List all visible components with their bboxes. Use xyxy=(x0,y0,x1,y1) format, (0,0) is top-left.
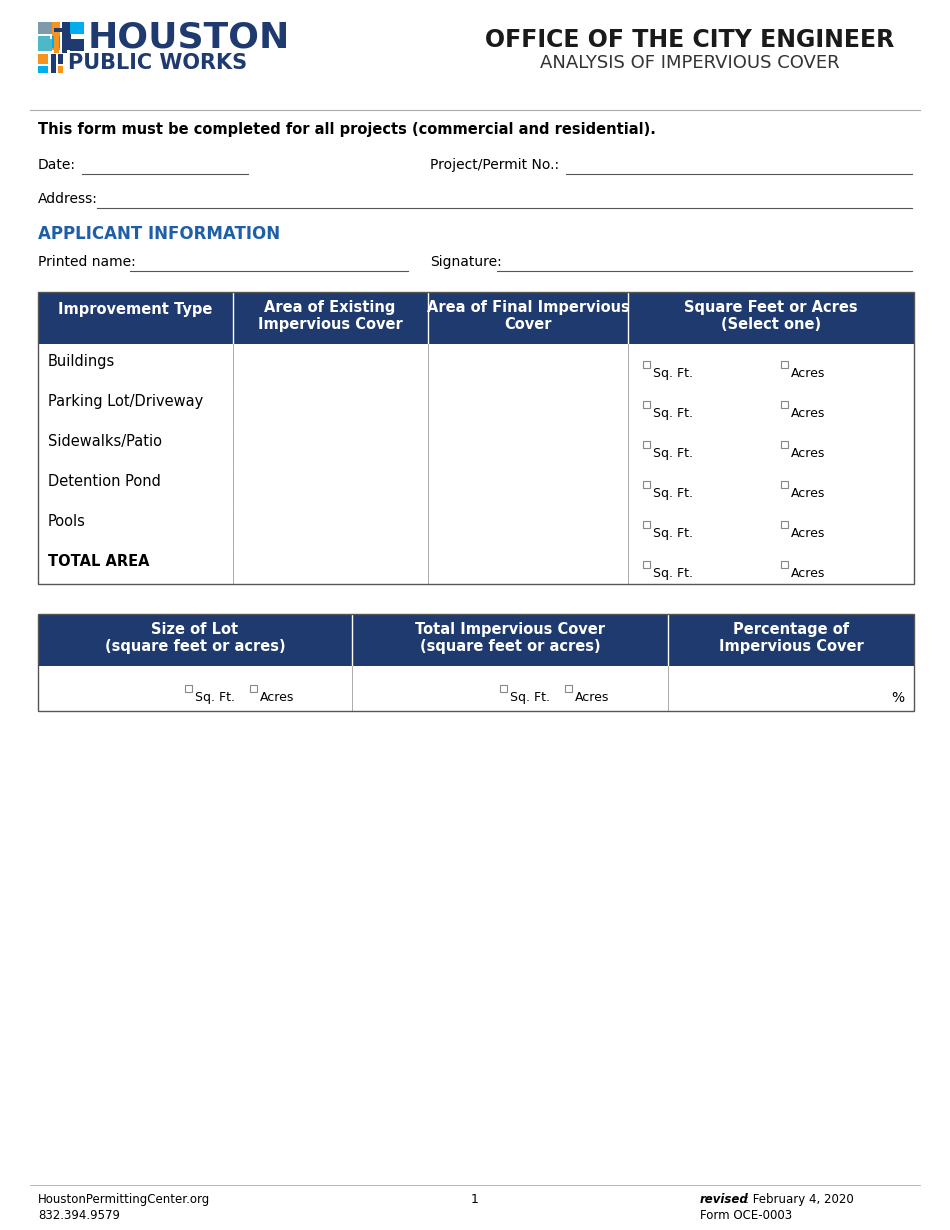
Bar xyxy=(643,401,650,408)
Bar xyxy=(70,22,84,34)
Text: Acres: Acres xyxy=(791,367,826,380)
Text: Area of Existing
Impervious Cover: Area of Existing Impervious Cover xyxy=(257,300,403,332)
Bar xyxy=(781,561,788,568)
Text: 832.394.9579: 832.394.9579 xyxy=(38,1209,120,1221)
Text: Printed name:: Printed name: xyxy=(38,255,136,269)
Bar xyxy=(38,22,52,34)
Text: Acres: Acres xyxy=(791,567,826,581)
Bar xyxy=(38,614,914,665)
Text: Improvement Type: Improvement Type xyxy=(58,303,212,317)
Bar xyxy=(54,28,70,32)
Bar xyxy=(643,442,650,448)
Text: Acres: Acres xyxy=(791,526,826,540)
Text: Acres: Acres xyxy=(791,446,826,460)
Bar xyxy=(185,685,192,692)
Bar xyxy=(52,36,60,48)
Text: Percentage of
Impervious Cover: Percentage of Impervious Cover xyxy=(718,622,864,654)
Bar xyxy=(38,36,50,48)
Text: Sq. Ft.: Sq. Ft. xyxy=(653,526,693,540)
Text: Acres: Acres xyxy=(791,407,826,419)
Text: APPLICANT INFORMATION: APPLICANT INFORMATION xyxy=(38,225,280,244)
Bar xyxy=(38,292,914,344)
Text: %: % xyxy=(891,691,904,705)
Bar xyxy=(781,442,788,448)
Bar xyxy=(643,481,650,488)
Text: Sq. Ft.: Sq. Ft. xyxy=(653,567,693,581)
Text: Total Impervious Cover
(square feet or acres): Total Impervious Cover (square feet or a… xyxy=(415,622,605,654)
Bar xyxy=(250,685,257,692)
Bar xyxy=(500,685,507,692)
Text: HOUSTON: HOUSTON xyxy=(88,20,291,54)
Bar xyxy=(38,54,48,64)
Text: revised: revised xyxy=(700,1193,749,1205)
Text: Address:: Address: xyxy=(38,192,98,205)
Bar xyxy=(781,522,788,528)
Bar xyxy=(38,384,914,424)
Bar xyxy=(781,481,788,488)
Text: Acres: Acres xyxy=(791,487,826,501)
Bar xyxy=(54,22,59,53)
Bar xyxy=(565,685,572,692)
Text: Sq. Ft.: Sq. Ft. xyxy=(195,691,235,704)
Bar xyxy=(62,22,67,53)
Text: Signature:: Signature: xyxy=(430,255,502,269)
Text: Buildings: Buildings xyxy=(48,354,115,369)
Bar xyxy=(38,344,914,384)
Bar xyxy=(38,292,914,584)
Bar xyxy=(58,66,63,73)
Bar xyxy=(70,39,84,50)
Bar xyxy=(51,54,56,73)
Text: Sq. Ft.: Sq. Ft. xyxy=(510,691,550,704)
Bar xyxy=(63,22,71,50)
Text: Size of Lot
(square feet or acres): Size of Lot (square feet or acres) xyxy=(104,622,285,654)
Bar xyxy=(38,504,914,544)
Text: Sq. Ft.: Sq. Ft. xyxy=(653,407,693,419)
Text: Detention Pond: Detention Pond xyxy=(48,474,161,490)
Bar xyxy=(38,39,52,50)
Text: ANALYSIS OF IMPERVIOUS COVER: ANALYSIS OF IMPERVIOUS COVER xyxy=(541,54,840,73)
Bar xyxy=(38,665,914,711)
Bar xyxy=(643,561,650,568)
Text: Sq. Ft.: Sq. Ft. xyxy=(653,446,693,460)
Text: Acres: Acres xyxy=(575,691,609,704)
Text: Acres: Acres xyxy=(260,691,294,704)
Bar xyxy=(643,522,650,528)
Text: Sq. Ft.: Sq. Ft. xyxy=(653,367,693,380)
Text: Date:: Date: xyxy=(38,157,76,172)
Text: : February 4, 2020: : February 4, 2020 xyxy=(745,1193,854,1205)
Text: Parking Lot/Driveway: Parking Lot/Driveway xyxy=(48,394,203,410)
Text: HoustonPermittingCenter.org: HoustonPermittingCenter.org xyxy=(38,1193,210,1205)
Bar xyxy=(38,544,914,584)
Bar xyxy=(38,424,914,464)
Text: This form must be completed for all projects (commercial and residential).: This form must be completed for all proj… xyxy=(38,122,655,137)
Bar xyxy=(781,401,788,408)
Bar xyxy=(38,614,914,711)
Text: Pools: Pools xyxy=(48,514,86,529)
Text: 1: 1 xyxy=(471,1193,479,1205)
Text: TOTAL AREA: TOTAL AREA xyxy=(48,554,149,569)
Bar xyxy=(781,360,788,368)
Bar xyxy=(58,54,63,64)
Bar xyxy=(38,22,50,34)
Text: OFFICE OF THE CITY ENGINEER: OFFICE OF THE CITY ENGINEER xyxy=(485,28,895,52)
Text: Area of Final Impervious
Cover: Area of Final Impervious Cover xyxy=(427,300,629,332)
Text: Form OCE-0003: Form OCE-0003 xyxy=(700,1209,792,1221)
Text: Sidewalks/Patio: Sidewalks/Patio xyxy=(48,434,162,449)
Text: Square Feet or Acres
(Select one): Square Feet or Acres (Select one) xyxy=(684,300,858,332)
Bar xyxy=(52,22,60,50)
Text: Project/Permit No.:: Project/Permit No.: xyxy=(430,157,560,172)
Bar xyxy=(643,360,650,368)
Bar xyxy=(38,66,48,73)
Text: Sq. Ft.: Sq. Ft. xyxy=(653,487,693,501)
Bar xyxy=(38,464,914,504)
Text: PUBLIC WORKS: PUBLIC WORKS xyxy=(68,53,247,73)
